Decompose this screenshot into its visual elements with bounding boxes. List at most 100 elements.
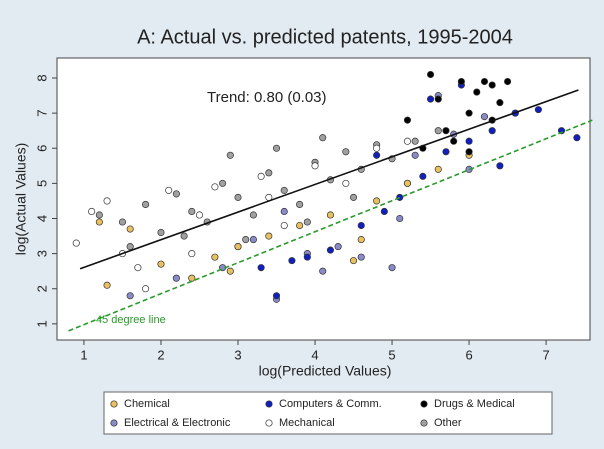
point [373, 197, 381, 205]
y-tick-label: 5 [34, 180, 49, 187]
point [504, 77, 512, 86]
x-tick-label: 4 [311, 347, 318, 362]
point [172, 274, 180, 282]
point [234, 193, 242, 201]
point [249, 211, 257, 219]
point [280, 221, 288, 230]
point [326, 246, 334, 254]
point [272, 144, 281, 152]
legend-marker [110, 419, 118, 427]
point [465, 109, 473, 117]
point [465, 165, 473, 173]
point [157, 260, 165, 268]
point [303, 253, 311, 261]
point [442, 148, 450, 156]
y-tick-label: 2 [34, 285, 49, 292]
y-tick-label: 6 [34, 145, 49, 152]
point [211, 183, 219, 191]
point [188, 250, 196, 258]
point [396, 214, 404, 223]
legend-label: Computers & Comm. [279, 398, 382, 410]
point [103, 281, 111, 289]
trend-label: Trend: 0.80 (0.03) [207, 89, 327, 106]
point [373, 151, 381, 159]
point [373, 144, 381, 152]
point [357, 221, 365, 230]
point [72, 239, 80, 247]
legend-marker [420, 419, 428, 427]
point [465, 137, 473, 145]
point [326, 211, 334, 219]
point [296, 221, 304, 230]
point [480, 113, 489, 121]
point [288, 257, 296, 265]
point [357, 236, 365, 244]
point [296, 200, 304, 208]
y-tick-label: 7 [34, 110, 49, 117]
point [342, 148, 350, 156]
point [188, 207, 196, 216]
point [172, 190, 180, 198]
point [357, 253, 365, 261]
x-tick-label: 2 [157, 347, 164, 362]
point [126, 292, 134, 300]
point [211, 253, 219, 261]
point [396, 193, 404, 201]
point [573, 134, 581, 142]
point [403, 179, 412, 187]
x-tick-label: 5 [388, 347, 395, 362]
point [188, 274, 196, 282]
point [427, 95, 435, 103]
point [380, 207, 388, 216]
x-tick-label: 6 [465, 347, 472, 362]
point [465, 148, 473, 156]
point [450, 137, 458, 145]
point [95, 218, 103, 226]
point [411, 151, 419, 159]
point [257, 264, 265, 272]
point [434, 95, 442, 103]
point [434, 165, 442, 173]
y-axis-label: log(Actual Values) [13, 143, 29, 256]
point [165, 186, 173, 194]
point [457, 77, 465, 86]
point [257, 172, 265, 180]
reference-line [68, 119, 593, 332]
point [427, 70, 435, 79]
point [419, 172, 427, 180]
point [496, 99, 504, 107]
x-axis-label: log(Predicted Values) [259, 363, 392, 379]
point [334, 243, 342, 251]
point [195, 211, 204, 219]
point [280, 186, 288, 194]
point [488, 81, 496, 89]
reference-line-label: 45 degree line [96, 314, 166, 326]
point [434, 127, 442, 135]
point [480, 77, 489, 86]
point [319, 134, 327, 142]
point [488, 127, 496, 135]
point [88, 207, 96, 216]
point [388, 264, 396, 272]
point [126, 243, 134, 251]
point [157, 228, 165, 237]
point [342, 179, 350, 187]
point [95, 211, 103, 219]
legend-marker [265, 400, 273, 408]
legend-marker [420, 400, 428, 408]
y-tick-label: 4 [34, 215, 49, 222]
legend-label: Chemical [124, 398, 170, 410]
point [534, 106, 542, 114]
legend [103, 391, 553, 435]
point [411, 137, 419, 145]
point [180, 232, 188, 240]
point [249, 236, 257, 244]
point [280, 207, 288, 216]
legend-label: Drugs & Medical [434, 398, 515, 410]
legend-marker [110, 400, 118, 408]
point [349, 257, 358, 265]
legend-label: Other [434, 417, 462, 429]
point [272, 292, 281, 300]
legend-label: Mechanical [279, 417, 335, 429]
